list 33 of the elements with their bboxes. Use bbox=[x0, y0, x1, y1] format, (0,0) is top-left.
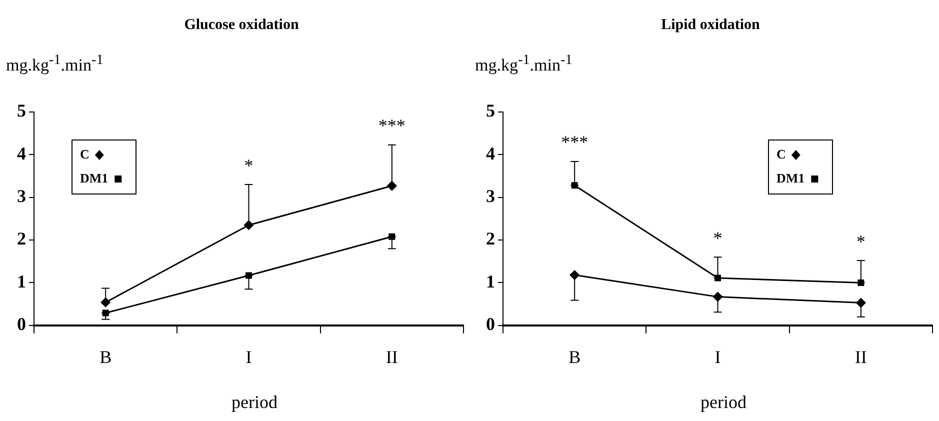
y-axis-title: mg.kg$^{-1}$.min$^{-1}$ bbox=[475, 52, 572, 76]
annotation: * bbox=[856, 231, 866, 252]
legend-label: DM1 bbox=[80, 170, 108, 186]
y-tick-label: 5 bbox=[486, 100, 495, 121]
x-tick-label: B bbox=[568, 346, 581, 367]
annotation: *** bbox=[378, 116, 406, 136]
annotation: * bbox=[244, 155, 254, 176]
y-tick-label: 2 bbox=[17, 228, 26, 249]
y-tick-label: 3 bbox=[17, 186, 26, 206]
y-tick-label: 4 bbox=[486, 143, 495, 164]
x-tick-label: B bbox=[100, 346, 112, 367]
x-tick-label: I bbox=[714, 346, 721, 367]
y-tick-label: 2 bbox=[486, 228, 495, 249]
y-tick-label: 5 bbox=[17, 100, 26, 121]
chart-title: Glucose oxidation bbox=[184, 16, 300, 33]
y-axis-title: mg.kg$^{-1}$.min$^{-1}$ bbox=[6, 52, 104, 76]
y-tick-label: 0 bbox=[486, 314, 495, 334]
y-tick-label: 3 bbox=[486, 186, 495, 206]
x-tick-label: II bbox=[854, 346, 867, 367]
annotation: * bbox=[713, 228, 722, 248]
chart-title: Lipid oxidation bbox=[661, 16, 761, 33]
y-tick-label: 1 bbox=[17, 271, 26, 292]
y-tick-label: 4 bbox=[17, 143, 26, 164]
x-tick-label: II bbox=[386, 346, 398, 367]
legend-label: C bbox=[776, 146, 786, 162]
legend-label: DM1 bbox=[776, 170, 805, 186]
x-axis-title: period bbox=[230, 392, 278, 413]
y-tick-label: 1 bbox=[486, 271, 495, 292]
y-tick-label: 0 bbox=[17, 314, 26, 334]
legend-label: C bbox=[80, 146, 90, 162]
annotation: *** bbox=[561, 132, 588, 152]
x-axis-title: period bbox=[700, 392, 748, 413]
x-tick-label: I bbox=[246, 346, 252, 367]
